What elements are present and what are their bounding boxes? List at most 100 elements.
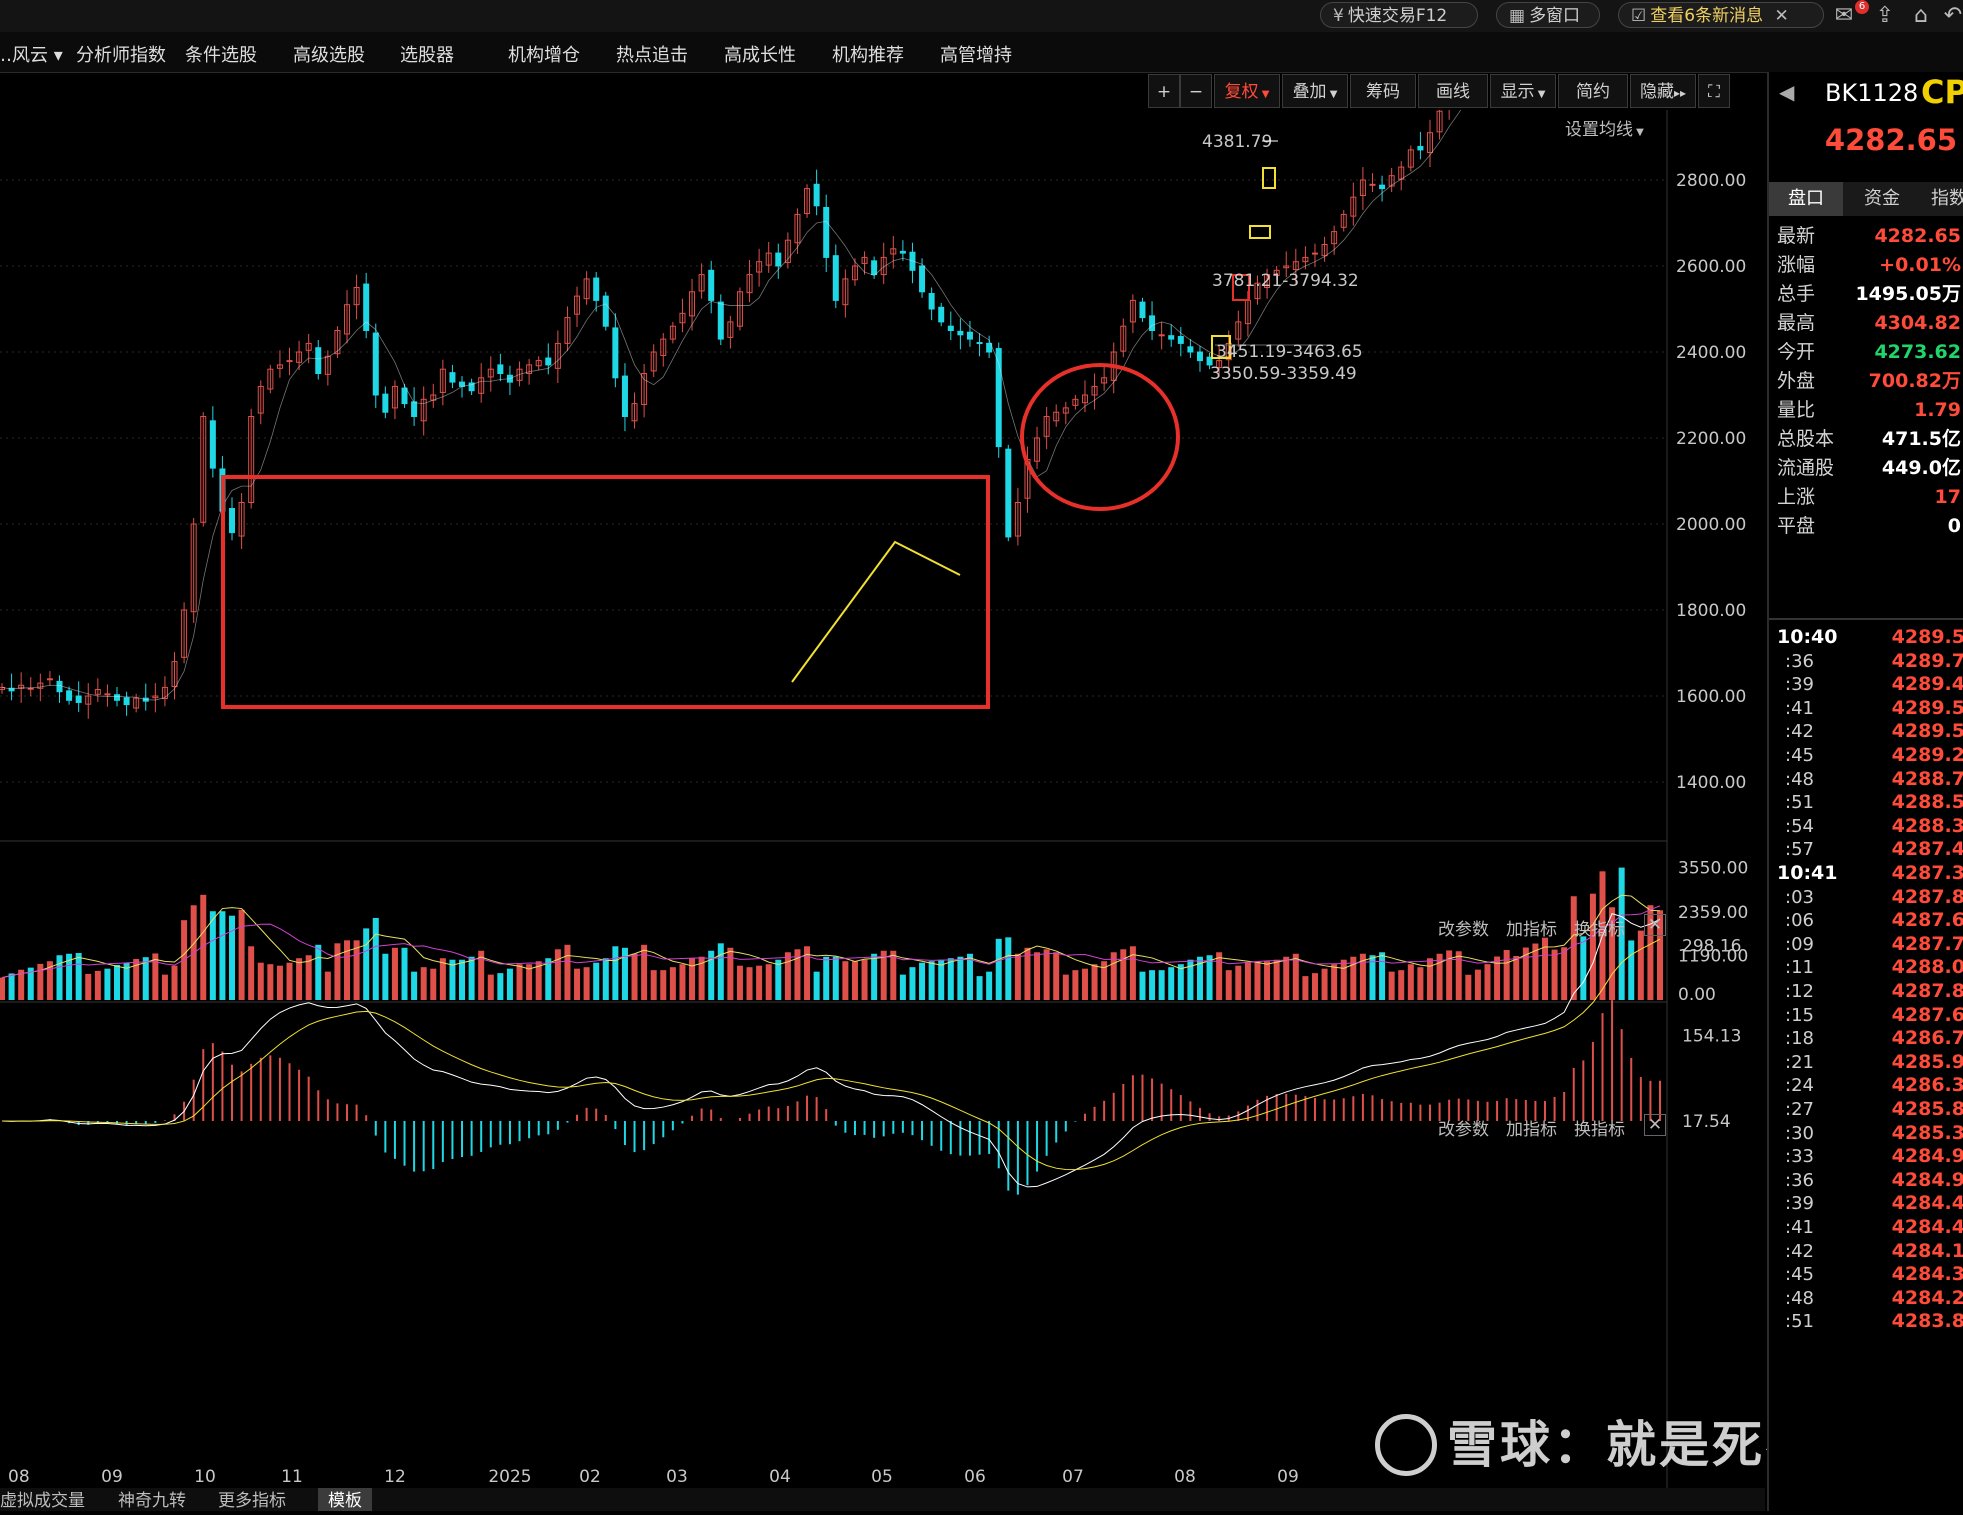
kline-chart[interactable]: 4200.004000.003800.003600.003400.003200.… [0,0,1765,1510]
tab-magic-nine[interactable]: 神奇九转 [118,1491,186,1511]
volume-bar [85,973,92,1000]
candle-body [1168,335,1175,340]
quick-trade-label: 快速交易F12 [1347,6,1448,26]
candle-body [775,252,782,267]
menu-item-5[interactable]: 机构增仓 [508,45,580,66]
quick-trade-button[interactable]: ¥ 快速交易F12 [1320,2,1478,28]
volume-bar [1091,964,1098,1000]
tab-more-indicators[interactable]: 更多指标 [218,1491,286,1511]
diejia-dropdown[interactable]: 叠加 ▼ [1282,74,1348,108]
macd-close-icon[interactable]: ✕ [1644,1114,1666,1136]
tab-zhishu[interactable]: 指数 [1931,188,1963,209]
volume-close-icon[interactable]: ✕ [1644,914,1666,936]
tick-time: :42 [1785,1240,1814,1262]
volume-bar [334,943,341,1000]
menu-item-0[interactable]: …风云 ▾ [0,45,63,66]
chart-area[interactable]: 4200.004000.003800.003600.003400.003200.… [0,0,1765,1510]
volume-bar [631,953,638,1000]
x-tick-label: 03 [666,1467,688,1487]
volume-bar [583,967,590,1000]
xianshi-dropdown[interactable]: 显示 ▼ [1490,74,1556,108]
menu-item-9[interactable]: 高管增持 [940,45,1012,66]
candle-body [8,687,15,692]
macd-params-button[interactable]: 改参数 [1438,1120,1489,1140]
menu-item-1[interactable]: 分析师指数 [76,45,166,66]
volume-bar [976,976,983,1000]
multi-window-button[interactable]: ▦ 多窗口 [1496,2,1600,28]
prev-stock-icon[interactable]: ◀ [1779,80,1795,104]
fullscreen-icon[interactable]: ⛶ [1698,74,1730,108]
volume-bar [1149,970,1156,1000]
volume-bar [391,947,398,1000]
stat-value: 1.79 [1914,399,1961,421]
huaxian-button[interactable]: 画线 [1418,74,1488,108]
menu-item-6[interactable]: 热点追击 [616,45,688,66]
menu-item-4[interactable]: 选股器 [400,45,454,66]
tick-time: 10:41 [1777,862,1838,884]
ma-line [1,0,1540,701]
close-icon[interactable]: ✕ [1774,6,1789,26]
volume-add-indicator-button[interactable]: 加指标 [1506,920,1557,940]
volume-bars-group [0,867,1663,1000]
tick-row: :51 4283.8 [1769,1307,1963,1337]
tab-zijin[interactable]: 资金 [1864,188,1900,209]
macd-add-indicator-button[interactable]: 加指标 [1506,1120,1557,1140]
jianyue-button[interactable]: 简约 [1558,74,1628,108]
volume-bar [286,962,293,1000]
tick-row: 10:41 4287.3 [1769,859,1963,889]
candle-body [727,321,734,338]
tick-time: :36 [1785,1169,1814,1191]
tick-row: :41 4289.5 [1769,694,1963,724]
stat-row: 最高 4304.82 [1769,305,1963,341]
tab-pankou[interactable]: 盘口 [1769,182,1843,216]
volume-bar [526,964,533,1000]
tab-virtual-volume[interactable]: 虚拟成交量 [0,1491,85,1511]
candle-body [880,256,887,276]
volume-params-button[interactable]: 改参数 [1438,920,1489,940]
price-tick-label: 2200.00 [1676,429,1746,449]
tick-time: :11 [1785,957,1814,979]
tick-row: :09 4287.7 [1769,930,1963,960]
tick-row: :03 4287.8 [1769,883,1963,913]
volume-bar [248,946,255,1000]
yincang-button[interactable]: 隐藏▸▸ [1630,74,1696,108]
volume-switch-indicator-button[interactable]: 换指标 [1574,920,1625,940]
tick-time: :33 [1785,1146,1814,1168]
candle-body [564,317,571,344]
volume-bar [995,938,1002,1000]
undo-icon[interactable]: ↶ [1943,3,1963,28]
volume-bar [267,964,274,1000]
candle-body [976,342,983,345]
volume-bar [574,968,581,1000]
menu-item-3[interactable]: 高级选股 [293,45,365,66]
tick-row: :12 4287.8 [1769,977,1963,1007]
fuquan-dropdown[interactable]: 复权 ▼ [1214,74,1280,108]
mail-icon[interactable]: ✉ [1834,3,1854,28]
ma-setting-dropdown[interactable]: 设置均线 ▼ [1565,115,1644,140]
stat-row: 涨幅 +0.01% [1769,247,1963,283]
price-tick-label: 1600.00 [1676,687,1746,707]
home-icon[interactable]: ⌂ [1914,3,1928,28]
tab-template[interactable]: 模板 [318,1488,372,1511]
volume-bar [1206,955,1213,1000]
tick-time: :45 [1785,1264,1814,1286]
tick-time: :57 [1785,839,1814,861]
volume-bar [593,962,600,1000]
volume-bar [1225,970,1232,1000]
tick-time: :51 [1785,792,1814,814]
upload-icon[interactable]: ⇪ [1875,3,1895,28]
volume-bar [650,970,657,1000]
chouma-button[interactable]: 筹码 [1350,74,1416,108]
zoom-out-button[interactable]: − [1180,74,1212,108]
x-tick-label: 08 [1174,1467,1196,1487]
macd-switch-indicator-button[interactable]: 换指标 [1574,1120,1625,1140]
volume-tick-label: 1190.00 [1678,947,1748,967]
menu-item-2[interactable]: 条件选股 [185,45,257,66]
zoom-in-button[interactable]: + [1148,74,1180,108]
candle-body [554,342,561,369]
volume-bar [660,970,667,1000]
menu-item-8[interactable]: 机构推荐 [832,45,904,66]
menu-item-7[interactable]: 高成长性 [724,45,796,66]
messages-button[interactable]: ☑ 查看6条新消息 ✕ [1618,2,1824,28]
tick-price: 4287.7 [1891,932,1963,955]
